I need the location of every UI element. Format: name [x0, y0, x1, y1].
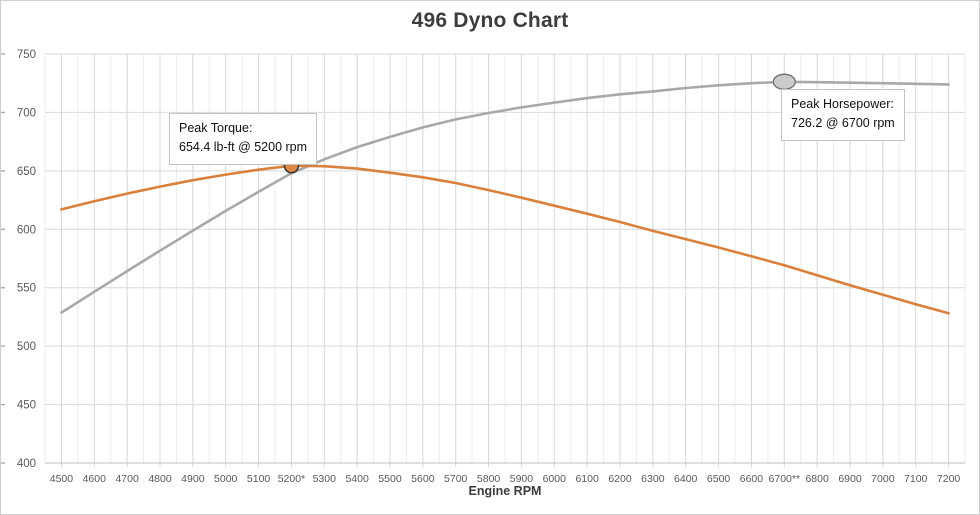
chart-title: 496 Dyno Chart [411, 9, 569, 32]
peak-torque-annotation-line1: Peak Torque: [179, 121, 253, 135]
x-tick-label: 6900 [838, 473, 862, 485]
x-tick-label: 6100 [575, 473, 599, 485]
peak-torque-annotation-line2: 654.4 lb-ft @ 5200 rpm [179, 140, 308, 155]
x-tick-label: 5900 [510, 473, 534, 485]
peak-torque-annotation: Peak Torque: 654.4 lb-ft @ 5200 rpm [169, 113, 318, 165]
y-tick-label: 700 [17, 107, 36, 119]
x-tick-label: 6000 [543, 473, 567, 485]
x-tick-label: 5700 [444, 473, 468, 485]
x-tick-label: 5200* [278, 473, 305, 485]
x-tick-label: 6300 [641, 473, 665, 485]
y-tick-label: 400 [17, 458, 36, 470]
horsepower-curve [60, 80, 950, 314]
x-tick-label: 7100 [904, 473, 928, 485]
y-tick-label: 550 [17, 283, 36, 295]
x-tick-label: 4900 [181, 473, 205, 485]
x-tick-label: 4600 [83, 473, 107, 485]
torque-curve [60, 164, 950, 315]
peak-horsepower-annotation: Peak Horsepower: 726.2 @ 6700 rpm [781, 89, 905, 141]
x-tick-label: 7200 [937, 473, 961, 485]
x-tick-label: 4500 [50, 473, 74, 485]
y-tick-label: 600 [17, 224, 36, 236]
peak-horsepower-annotation-line1: Peak Horsepower: [791, 97, 894, 111]
x-tick-label: 6800 [805, 473, 829, 485]
x-tick-label: 5400 [345, 473, 369, 485]
x-axis-title: Engine RPM [468, 484, 542, 498]
x-tick-label: 4700 [115, 473, 139, 485]
y-tick-label: 750 [17, 49, 36, 61]
x-tick-label: 5000 [214, 473, 238, 485]
y-tick-label: 500 [17, 341, 36, 353]
x-tick-label: 5100 [247, 473, 271, 485]
y-tick-label: 650 [17, 166, 36, 178]
x-tick-label: 5800 [477, 473, 501, 485]
x-tick-label: 5600 [411, 473, 435, 485]
x-tick-label: 6700** [769, 473, 801, 485]
peak-horsepower-annotation-line2: 726.2 @ 6700 rpm [791, 116, 895, 131]
x-tick-label: 4800 [148, 473, 172, 485]
x-tick-label: 6200 [608, 473, 632, 485]
x-tick-label: 6600 [740, 473, 764, 485]
x-tick-label: 5300 [313, 473, 337, 485]
x-tick-label: 5500 [378, 473, 402, 485]
y-tick-label: 450 [17, 400, 36, 412]
x-tick-label: 6400 [674, 473, 698, 485]
peak-horsepower-marker [772, 73, 796, 90]
x-tick-label: 7000 [871, 473, 895, 485]
x-tick-label: 6500 [707, 473, 731, 485]
